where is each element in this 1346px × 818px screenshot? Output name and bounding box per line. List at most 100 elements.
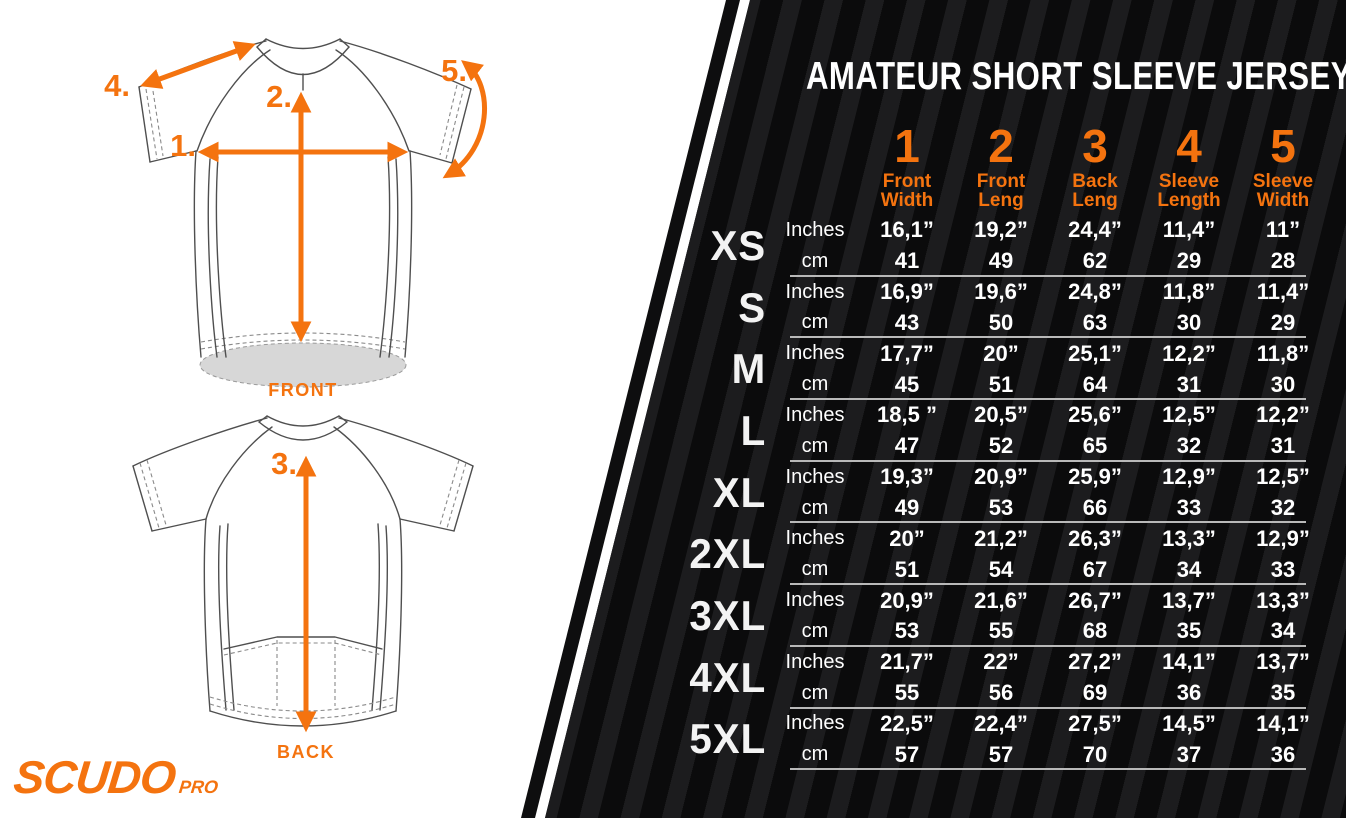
value-inches-sleeve-length: 12,9” [1162,464,1216,490]
value-cm-back-length: 70 [1082,741,1108,767]
back-measure-arrows: 3. BACK [271,446,335,762]
value-inches-sleeve-width: 12,5” [1256,464,1310,490]
measure-arrow-4 [140,41,256,89]
value-inches-sleeve-length: 14,1” [1162,649,1216,675]
table-row: 3XL Inches cm 20,9” 21,6” 26,7” 13,7” 13… [658,585,1330,647]
unit-cm-label: cm [801,743,829,766]
size-label: 2XL [689,530,767,578]
column-number-2: 2 [988,120,1014,172]
unit-inches-label: Inches [785,218,845,241]
value-cm-sleeve-length: 32 [1176,433,1202,459]
value-inches-sleeve-width: 12,2” [1256,402,1310,428]
measure-label-5: 5. [441,53,467,88]
column-number-3: 3 [1082,120,1108,172]
column-label-3: Back Leng [1072,171,1118,211]
value-cm-front-length: 50 [988,309,1014,335]
value-inches-front-width: 16,9” [880,279,934,305]
table-row: M Inches cm 17,7” 20” 25,1” 12,2” 11,8” … [658,338,1330,401]
unit-cm-label: cm [801,311,829,334]
row-separator [790,583,1306,586]
value-inches-front-width: 16,1” [880,217,934,243]
size-label: 4XL [689,653,767,701]
value-inches-sleeve-width: 13,7” [1256,649,1310,675]
value-cm-front-length: 51 [988,371,1014,397]
measure-label-3: 3. [271,446,297,481]
unit-cm-label: cm [801,434,829,457]
value-inches-back-length: 25,6” [1068,402,1122,428]
table-row: 2XL Inches cm 20” 21,2” 26,3” 13,3” 12,9… [658,523,1330,586]
value-inches-sleeve-width: 11,4” [1256,279,1310,305]
column-number-4: 4 [1176,120,1202,172]
value-inches-front-width: 21,7” [880,649,934,675]
value-inches-back-length: 25,9” [1068,464,1122,490]
value-inches-sleeve-length: 11,4” [1162,217,1216,243]
value-inches-back-length: 27,2” [1068,649,1122,675]
value-cm-front-width: 49 [894,495,920,521]
table-row: 4XL Inches cm 21,7” 22” 27,2” 14,1” 13,7… [658,647,1330,709]
value-cm-front-width: 43 [894,309,920,335]
unit-cm-label: cm [801,681,829,704]
size-label: XL [712,468,767,516]
unit-cm-label: cm [801,373,829,396]
row-separator [790,459,1306,462]
size-label: S [738,283,767,331]
value-cm-sleeve-length: 33 [1176,495,1202,521]
unit-cm-label: cm [801,249,829,272]
unit-inches-label: Inches [785,342,845,365]
value-inches-back-length: 25,1” [1068,340,1122,366]
measure-label-4: 4. [104,68,130,103]
value-cm-back-length: 69 [1082,680,1108,706]
value-inches-front-length: 19,2” [974,217,1028,243]
size-chart-table: XS Inches cm 16,1” 19,2” 24,4” 11,4” 11”… [658,215,1330,771]
unit-inches-label: Inches [785,403,845,426]
unit-inches-label: Inches [785,650,845,673]
value-inches-sleeve-length: 12,2” [1162,340,1216,366]
value-cm-sleeve-width: 34 [1270,618,1296,644]
value-cm-back-length: 67 [1082,556,1108,582]
unit-inches-label: Inches [785,589,845,612]
value-inches-sleeve-width: 14,1” [1256,710,1310,736]
value-inches-front-length: 20,9” [974,464,1028,490]
value-inches-front-length: 22,4” [974,710,1028,736]
unit-cm-label: cm [801,619,829,642]
column-number-1: 1 [894,120,920,172]
value-inches-front-width: 18,5 ” [877,402,937,428]
value-inches-front-width: 22,5” [880,710,934,736]
size-label: 3XL [689,591,767,639]
measure-arrow-5 [442,60,487,179]
column-number-5: 5 [1270,120,1296,172]
value-inches-front-length: 21,2” [974,525,1028,551]
brand-name: SCUDO [11,751,178,803]
value-cm-front-width: 45 [894,371,920,397]
value-cm-front-length: 54 [988,556,1014,582]
value-inches-front-length: 22” [983,649,1019,675]
row-separator [790,644,1306,647]
value-inches-back-length: 24,4” [1068,217,1122,243]
unit-inches-label: Inches [785,527,845,550]
table-row: 5XL Inches cm 22,5” 22,4” 27,5” 14,5” 14… [658,709,1330,771]
value-cm-front-width: 51 [894,556,920,582]
table-row: XL Inches cm 19,3” 20,9” 25,9” 12,9” 12,… [658,462,1330,524]
back-caption: BACK [277,742,335,762]
value-cm-sleeve-width: 33 [1270,556,1296,582]
back-jersey-drawing [132,415,474,727]
value-cm-sleeve-width: 31 [1270,433,1296,459]
value-cm-sleeve-length: 29 [1176,248,1202,274]
value-cm-front-length: 57 [988,741,1014,767]
value-inches-sleeve-width: 12,9” [1256,525,1310,551]
value-inches-back-length: 24,8” [1068,279,1122,305]
table-row: XS Inches cm 16,1” 19,2” 24,4” 11,4” 11”… [658,215,1330,277]
size-label: 5XL [689,715,767,763]
value-cm-sleeve-length: 35 [1176,618,1202,644]
value-cm-back-length: 64 [1082,371,1108,397]
page-title: AMATEUR SHORT SLEEVE JERSEY-WOMAN [806,55,1346,98]
value-inches-sleeve-width: 11” [1265,217,1301,243]
table-header: 1 2 3 4 5 Front Width Front Leng Back Leng … [658,120,1330,216]
value-inches-front-width: 20,9” [880,587,934,613]
value-cm-front-width: 55 [894,680,920,706]
front-measure-arrows: 1. 2. 4. 5. FRONT [104,41,487,400]
value-inches-front-length: 19,6” [974,279,1028,305]
value-inches-sleeve-width: 13,3” [1256,587,1310,613]
table-row: S Inches cm 16,9” 19,6” 24,8” 11,8” 11,4… [658,277,1330,339]
measure-label-1: 1. [170,128,196,163]
